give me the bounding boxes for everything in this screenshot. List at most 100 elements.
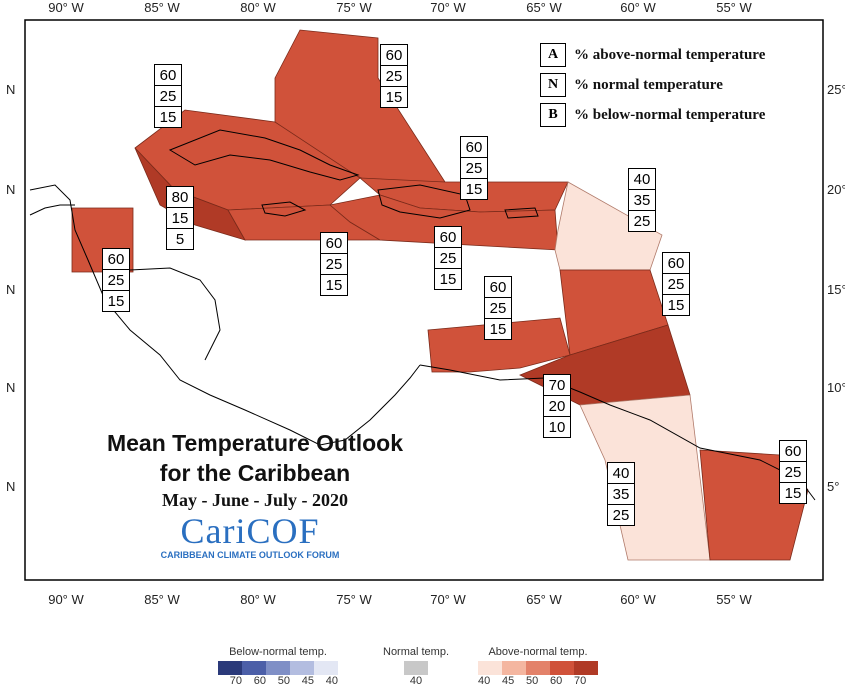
- prob-box-hispaniola-north: 60 25 15: [460, 136, 488, 200]
- lon-label: 70° W: [430, 592, 466, 607]
- colorbar-tick: 45: [301, 675, 314, 687]
- prob-below: 5: [166, 228, 194, 250]
- prob-box-guyana: 40 35 25: [607, 462, 635, 526]
- colorbar-swatches: [478, 661, 598, 675]
- lon-label: 85° W: [144, 592, 180, 607]
- colorbar-swatch: [550, 661, 574, 675]
- prob-box-puerto-rico: 60 25 15: [434, 226, 462, 290]
- legend-row-above: A % above-normal temperature: [540, 40, 815, 70]
- prob-box-trinidad-tobago: 70 20 10: [543, 374, 571, 438]
- colorbar-above: Above-normal temp. 40 45 50 60 70: [478, 646, 598, 687]
- prob-box-cuba: 60 25 15: [154, 64, 182, 128]
- lon-label: 85° W: [144, 0, 180, 15]
- coastline-hispaniola: [377, 184, 471, 219]
- prob-above: 60: [380, 44, 408, 66]
- legend-row-normal: N % normal temperature: [540, 70, 815, 100]
- prob-normal: 25: [320, 253, 348, 275]
- outlook-regions: [71, 29, 809, 561]
- prob-above: 40: [607, 462, 635, 484]
- prob-above: 60: [320, 232, 348, 254]
- prob-normal: 15: [166, 207, 194, 229]
- coastline-puerto-rico: [504, 207, 539, 219]
- logo-subtitle: CARIBBEAN CLIMATE OUTLOOK FORUM: [160, 550, 340, 560]
- legend-key: B: [540, 103, 566, 127]
- lon-label: 65° W: [526, 592, 562, 607]
- coastline-honduras: [129, 267, 221, 361]
- colorbar-tick: 60: [550, 675, 563, 687]
- legend-row-below: B % below-normal temperature: [540, 100, 815, 130]
- lon-label: 65° W: [526, 0, 562, 15]
- colorbar-ticks: 40 45 50 60 70: [478, 675, 598, 687]
- colorbar-swatches: [218, 661, 338, 675]
- coastline-jamaica: [261, 201, 307, 217]
- lon-label: 55° W: [716, 0, 752, 15]
- prob-normal: 25: [434, 247, 462, 269]
- colorbar-swatch: [314, 661, 338, 675]
- colorbar-tick: 40: [325, 675, 338, 687]
- logo-wordmark: CariCOF: [180, 511, 320, 551]
- colorbar-swatch: [242, 661, 266, 675]
- region-abc-islands: [427, 317, 571, 373]
- prob-normal: 25: [102, 269, 130, 291]
- prob-normal: 25: [484, 297, 512, 319]
- colorbar-swatch: [404, 661, 429, 675]
- prob-normal: 20: [543, 395, 571, 417]
- prob-below: 15: [484, 318, 512, 340]
- prob-above: 60: [154, 64, 182, 86]
- caricof-logo: CariCOF CARIBBEAN CLIMATE OUTLOOK FORUM: [150, 512, 350, 560]
- prob-above: 80: [166, 186, 194, 208]
- coastlines: [29, 129, 816, 501]
- prob-above: 60: [779, 440, 807, 462]
- prob-normal: 25: [779, 461, 807, 483]
- colorbar-below: Below-normal temp. 70 60 50 45 40: [218, 646, 338, 687]
- prob-below: 15: [380, 86, 408, 108]
- forecast-period: May - June - July - 2020: [162, 490, 348, 510]
- prob-normal: 25: [662, 273, 690, 295]
- colorbar-title: Below-normal temp.: [229, 646, 327, 658]
- prob-above: 40: [628, 168, 656, 190]
- lat-label: 10°: [827, 380, 845, 395]
- legend-text: % normal temperature: [574, 76, 723, 93]
- colorbar-normal: Normal temp. 40: [383, 646, 449, 687]
- lat-labels-right: 25° 20° 15° 10° 5°: [827, 82, 845, 494]
- lon-label: 60° W: [620, 0, 656, 15]
- lon-label: 75° W: [336, 0, 372, 15]
- colorbar-tick: 70: [574, 675, 587, 687]
- prob-normal: 35: [607, 483, 635, 505]
- prob-below: 10: [543, 416, 571, 438]
- colorbar-swatch: [502, 661, 526, 675]
- colorbar-swatch: [526, 661, 550, 675]
- coastline-central-america: [29, 184, 421, 446]
- lat-label: N: [6, 282, 15, 297]
- prob-above: 70: [543, 374, 571, 396]
- region-puerto-rico: [329, 194, 559, 251]
- prob-below: 15: [102, 290, 130, 312]
- lat-label: N: [6, 182, 15, 197]
- lat-label: N: [6, 380, 15, 395]
- prob-box-belize: 60 25 15: [102, 248, 130, 312]
- probability-legend: A % above-normal temperature N % normal …: [540, 40, 815, 130]
- colorbar-swatch: [478, 661, 502, 675]
- coastline-south-america: [419, 364, 816, 501]
- lat-label: N: [6, 479, 15, 494]
- legend-key: A: [540, 43, 566, 67]
- prob-box-jamaica-cayman: 80 15 5: [166, 186, 194, 250]
- colorbar-swatch: [218, 661, 242, 675]
- prob-box-windward-islands: 60 25 15: [662, 252, 690, 316]
- prob-above: 60: [484, 276, 512, 298]
- lon-label: 75° W: [336, 592, 372, 607]
- prob-below: 15: [460, 178, 488, 200]
- lat-label: 25°: [827, 82, 845, 97]
- map-title: Mean Temperature Outlook for the Caribbe…: [80, 428, 430, 511]
- colorbar-tick: 40: [478, 675, 491, 687]
- lat-label: 20°: [827, 182, 845, 197]
- colorbar-tick: 40: [409, 675, 423, 687]
- colorbar-swatch: [266, 661, 290, 675]
- colorbar-swatch: [290, 661, 314, 675]
- prob-below: 15: [154, 106, 182, 128]
- lon-label: 90° W: [48, 592, 84, 607]
- prob-below: 15: [779, 482, 807, 504]
- colorbar-ticks: 40: [383, 675, 449, 687]
- colorbar-tick: 50: [277, 675, 290, 687]
- lon-label: 70° W: [430, 0, 466, 15]
